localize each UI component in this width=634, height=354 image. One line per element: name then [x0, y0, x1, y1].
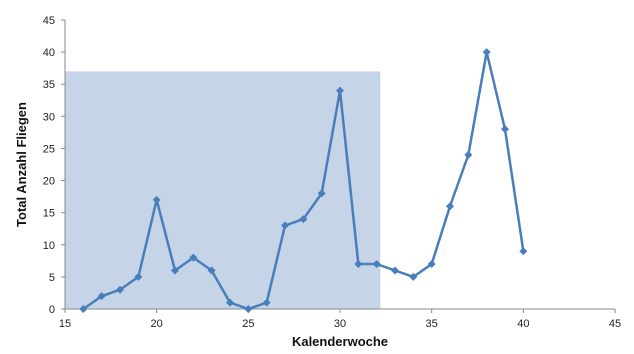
data-point — [427, 260, 436, 269]
data-point — [189, 253, 198, 262]
data-point — [372, 260, 381, 269]
data-point — [281, 221, 289, 230]
x-tick-label: 45 — [609, 318, 621, 330]
shaded-region — [65, 71, 381, 309]
x-tick-label: 25 — [242, 318, 254, 330]
y-tick-label: 40 — [43, 47, 55, 59]
x-tick-label: 30 — [334, 318, 346, 330]
y-tick-label: 45 — [43, 15, 55, 27]
data-point — [482, 48, 491, 57]
data-point — [262, 298, 271, 307]
x-axis-title: Kalenderwoche — [292, 334, 388, 349]
y-tick-label: 20 — [43, 176, 55, 188]
y-tick-label: 5 — [49, 272, 55, 284]
x-tick-label: 20 — [151, 318, 163, 330]
data-point — [152, 195, 161, 204]
data-point — [501, 125, 509, 134]
x-tick-label: 40 — [517, 318, 529, 330]
y-tick-label: 0 — [49, 304, 55, 316]
data-point — [446, 202, 454, 211]
data-point — [97, 292, 106, 301]
data-point — [409, 272, 418, 281]
data-point — [207, 266, 216, 275]
data-point — [336, 86, 344, 95]
data-point — [171, 266, 179, 275]
data-point — [244, 305, 253, 313]
y-tick-label: 10 — [43, 240, 55, 252]
data-point — [79, 305, 88, 313]
data-point — [134, 272, 143, 281]
data-point — [464, 150, 473, 159]
x-tick-label: 35 — [426, 318, 438, 330]
y-tick-label: 25 — [43, 143, 55, 155]
x-tick-label: 15 — [59, 318, 71, 330]
data-point — [317, 189, 326, 198]
data-point — [226, 298, 234, 307]
y-tick-label: 30 — [43, 111, 55, 123]
data-point — [116, 285, 124, 294]
y-tick-label: 35 — [43, 79, 55, 91]
y-tick-label: 15 — [43, 208, 55, 220]
data-point — [299, 215, 308, 224]
y-axis-title: Total Anzahl Fliegen — [14, 102, 29, 227]
data-point — [391, 266, 399, 275]
data-point — [519, 247, 528, 256]
data-point — [354, 260, 363, 269]
